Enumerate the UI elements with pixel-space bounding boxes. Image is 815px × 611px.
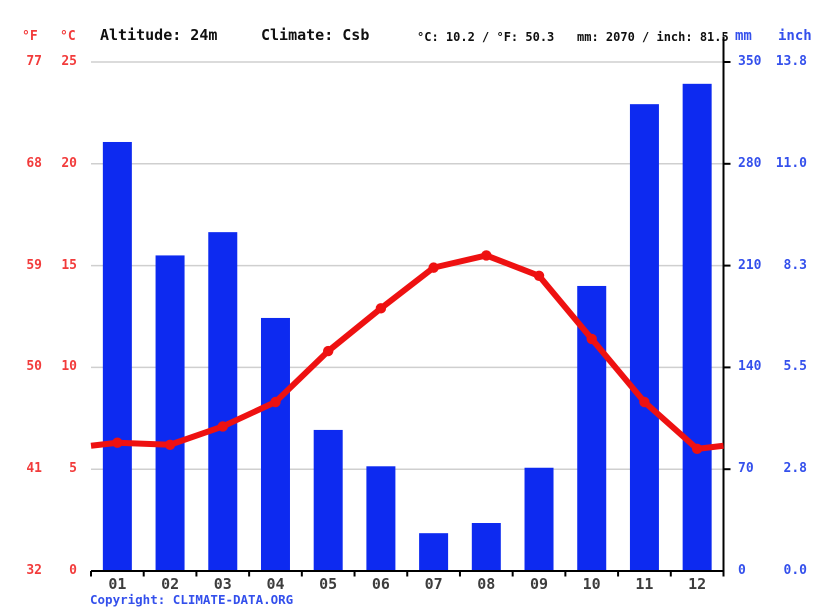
avg-temperature-label: °C: 10.2 / °F: 50.3 [417,30,555,44]
month-label-10: 10 [582,575,601,593]
altitude-label: Altitude: 24m [100,26,218,44]
temp-point-12[interactable] [691,443,703,455]
header-unit-fahrenheit: °F [22,29,38,44]
precip-bar-12[interactable] [682,83,712,572]
temp-point-11[interactable] [639,396,650,408]
precip-bar-02[interactable] [155,255,185,572]
month-label-09: 09 [529,575,549,593]
inch-axis-tick: 11.0 [775,155,807,171]
temp-point-03[interactable] [217,421,228,432]
mm-axis-tick: 350 [738,54,762,69]
mm-axis-tick: 70 [738,461,754,477]
header-unit-mm: mm [735,28,752,44]
month-label-01: 01 [108,575,127,593]
precip-bar-09[interactable] [524,467,554,571]
f-axis-tick: 32 [26,563,42,578]
month-label-03: 03 [213,575,232,593]
temp-point-05[interactable] [322,345,334,357]
temp-point-08[interactable] [481,250,492,261]
climate-class-label: Climate: Csb [261,26,370,44]
month-label-02: 02 [161,575,180,593]
copyright-label: Copyright: [90,592,173,607]
month-label-06: 06 [371,575,390,593]
month-label-12: 12 [688,575,707,593]
c-axis-tick: 0 [69,563,77,578]
mm-axis-tick: 280 [738,155,762,171]
precip-bar-11[interactable] [629,104,659,571]
f-axis-tick: 77 [26,54,42,69]
precip-bar-01[interactable] [102,141,132,571]
temp-point-07[interactable] [428,262,439,273]
f-axis-tick: 68 [26,155,42,171]
precip-bar-08[interactable] [471,523,501,571]
precip-bar-10[interactable] [577,285,607,571]
temp-point-04[interactable] [270,396,281,408]
copyright-line: Copyright: CLIMATE-DATA.ORG [90,592,293,608]
temp-point-06[interactable] [375,303,387,314]
c-axis-tick: 15 [61,257,77,273]
month-label-05: 05 [319,575,338,593]
month-label-08: 08 [477,575,496,593]
inch-axis-tick: 2.8 [783,461,807,477]
precip-bar-05[interactable] [313,429,343,571]
precip-bar-06[interactable] [366,466,396,571]
mm-axis-tick: 140 [738,359,762,375]
mm-axis-tick: 210 [738,257,762,273]
temp-point-09[interactable] [533,270,545,281]
f-axis-tick: 41 [26,461,42,477]
c-axis-tick: 10 [61,359,77,375]
inch-axis-tick: 13.8 [775,54,807,69]
month-label-11: 11 [635,575,654,593]
precip-bar-04[interactable] [260,317,290,571]
c-axis-tick: 5 [69,461,77,477]
precip-bar-07[interactable] [419,533,449,571]
temp-point-01[interactable] [112,437,123,448]
inch-axis-tick: 0.0 [783,563,807,578]
inch-axis-tick: 5.5 [783,359,807,375]
header-unit-celsius: °C [60,29,76,44]
total-precip-label: mm: 2070 / inch: 81.5 [577,30,729,44]
temperature-line [90,252,724,452]
f-axis-tick: 59 [26,257,42,273]
month-label-04: 04 [266,575,285,593]
precip-bar-03[interactable] [208,232,238,571]
mm-axis-tick: 0 [738,563,746,578]
c-axis-tick: 20 [61,155,77,171]
c-axis-tick: 25 [61,54,77,69]
inch-axis-tick: 8.3 [783,257,807,273]
f-axis-tick: 50 [26,359,42,375]
month-label-07: 07 [424,575,443,593]
temp-point-10[interactable] [586,333,597,345]
temp-point-02[interactable] [164,439,176,450]
source-link[interactable]: CLIMATE-DATA.ORG [172,592,294,607]
header-unit-inch: inch [778,28,812,44]
